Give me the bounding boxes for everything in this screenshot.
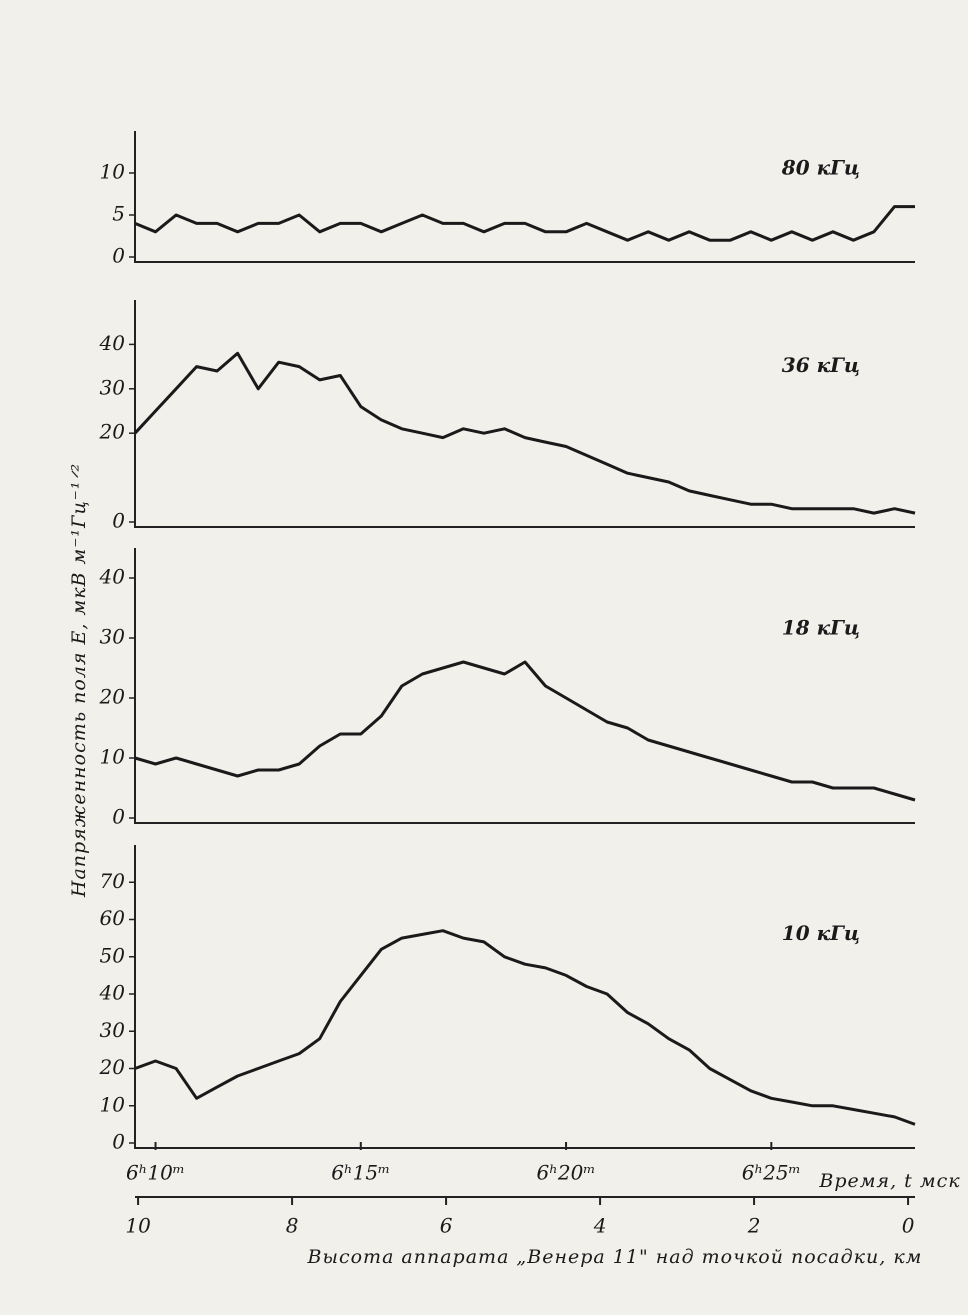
x2-tick-label: 2 bbox=[747, 1214, 761, 1238]
y-tick-label: 30 bbox=[100, 1018, 126, 1042]
y-tick-label: 40 bbox=[99, 331, 126, 355]
panel-label: 18 кГц bbox=[782, 616, 860, 640]
y-tick-label: 30 bbox=[100, 375, 126, 399]
y-tick-label: 60 bbox=[100, 906, 126, 930]
y-tick-label: 50 bbox=[100, 943, 126, 967]
y-tick-label: 0 bbox=[112, 1130, 125, 1154]
y-tick-label: 40 bbox=[99, 565, 126, 589]
x2-tick-label: 0 bbox=[902, 1214, 915, 1238]
data-line bbox=[133, 351, 916, 515]
y-tick-label: 30 bbox=[100, 625, 126, 649]
y-tick-label: 70 bbox=[100, 869, 126, 893]
y-tick-label: 40 bbox=[99, 981, 126, 1005]
y-tick-label: 20 bbox=[99, 420, 126, 444]
y-axis-label: Напряженность поля E, мкВ м⁻¹Гц⁻¹ᐟ² bbox=[68, 463, 90, 898]
y-tick-label: 0 bbox=[112, 244, 125, 268]
y-tick-label: 5 bbox=[112, 202, 125, 226]
x-axis-label: Время, t мск bbox=[818, 1170, 960, 1192]
data-line bbox=[134, 660, 916, 802]
panel-label: 80 кГц bbox=[781, 155, 860, 179]
x2-tick-label: 10 bbox=[125, 1214, 151, 1238]
y-tick-label: 0 bbox=[112, 509, 125, 533]
data-line bbox=[134, 205, 915, 242]
panel-label: 10 кГц bbox=[782, 921, 860, 945]
x2-axis-label: Высота аппарата „Венера 11" над точкой п… bbox=[307, 1246, 923, 1268]
data-line bbox=[134, 929, 916, 1126]
y-tick-label: 10 bbox=[100, 1092, 126, 1116]
x2-tick-label: 8 bbox=[286, 1214, 299, 1238]
y-tick-label: 20 bbox=[99, 685, 126, 709]
x-tick-label: 6ʰ15ᵐ bbox=[331, 1161, 390, 1185]
x-tick-label: 6ʰ25ᵐ bbox=[742, 1161, 801, 1185]
panel-label: 36 кГц bbox=[782, 353, 860, 377]
y-tick-label: 10 bbox=[100, 745, 126, 769]
x2-tick-label: 4 bbox=[593, 1214, 607, 1238]
y-tick-label: 10 bbox=[100, 160, 126, 184]
x2-tick-label: 6 bbox=[440, 1214, 453, 1238]
x-tick-label: 6ʰ10ᵐ bbox=[126, 1161, 185, 1185]
x-tick-label: 6ʰ20ᵐ bbox=[537, 1161, 596, 1185]
y-tick-label: 0 bbox=[112, 805, 125, 829]
y-tick-label: 20 bbox=[99, 1055, 126, 1079]
